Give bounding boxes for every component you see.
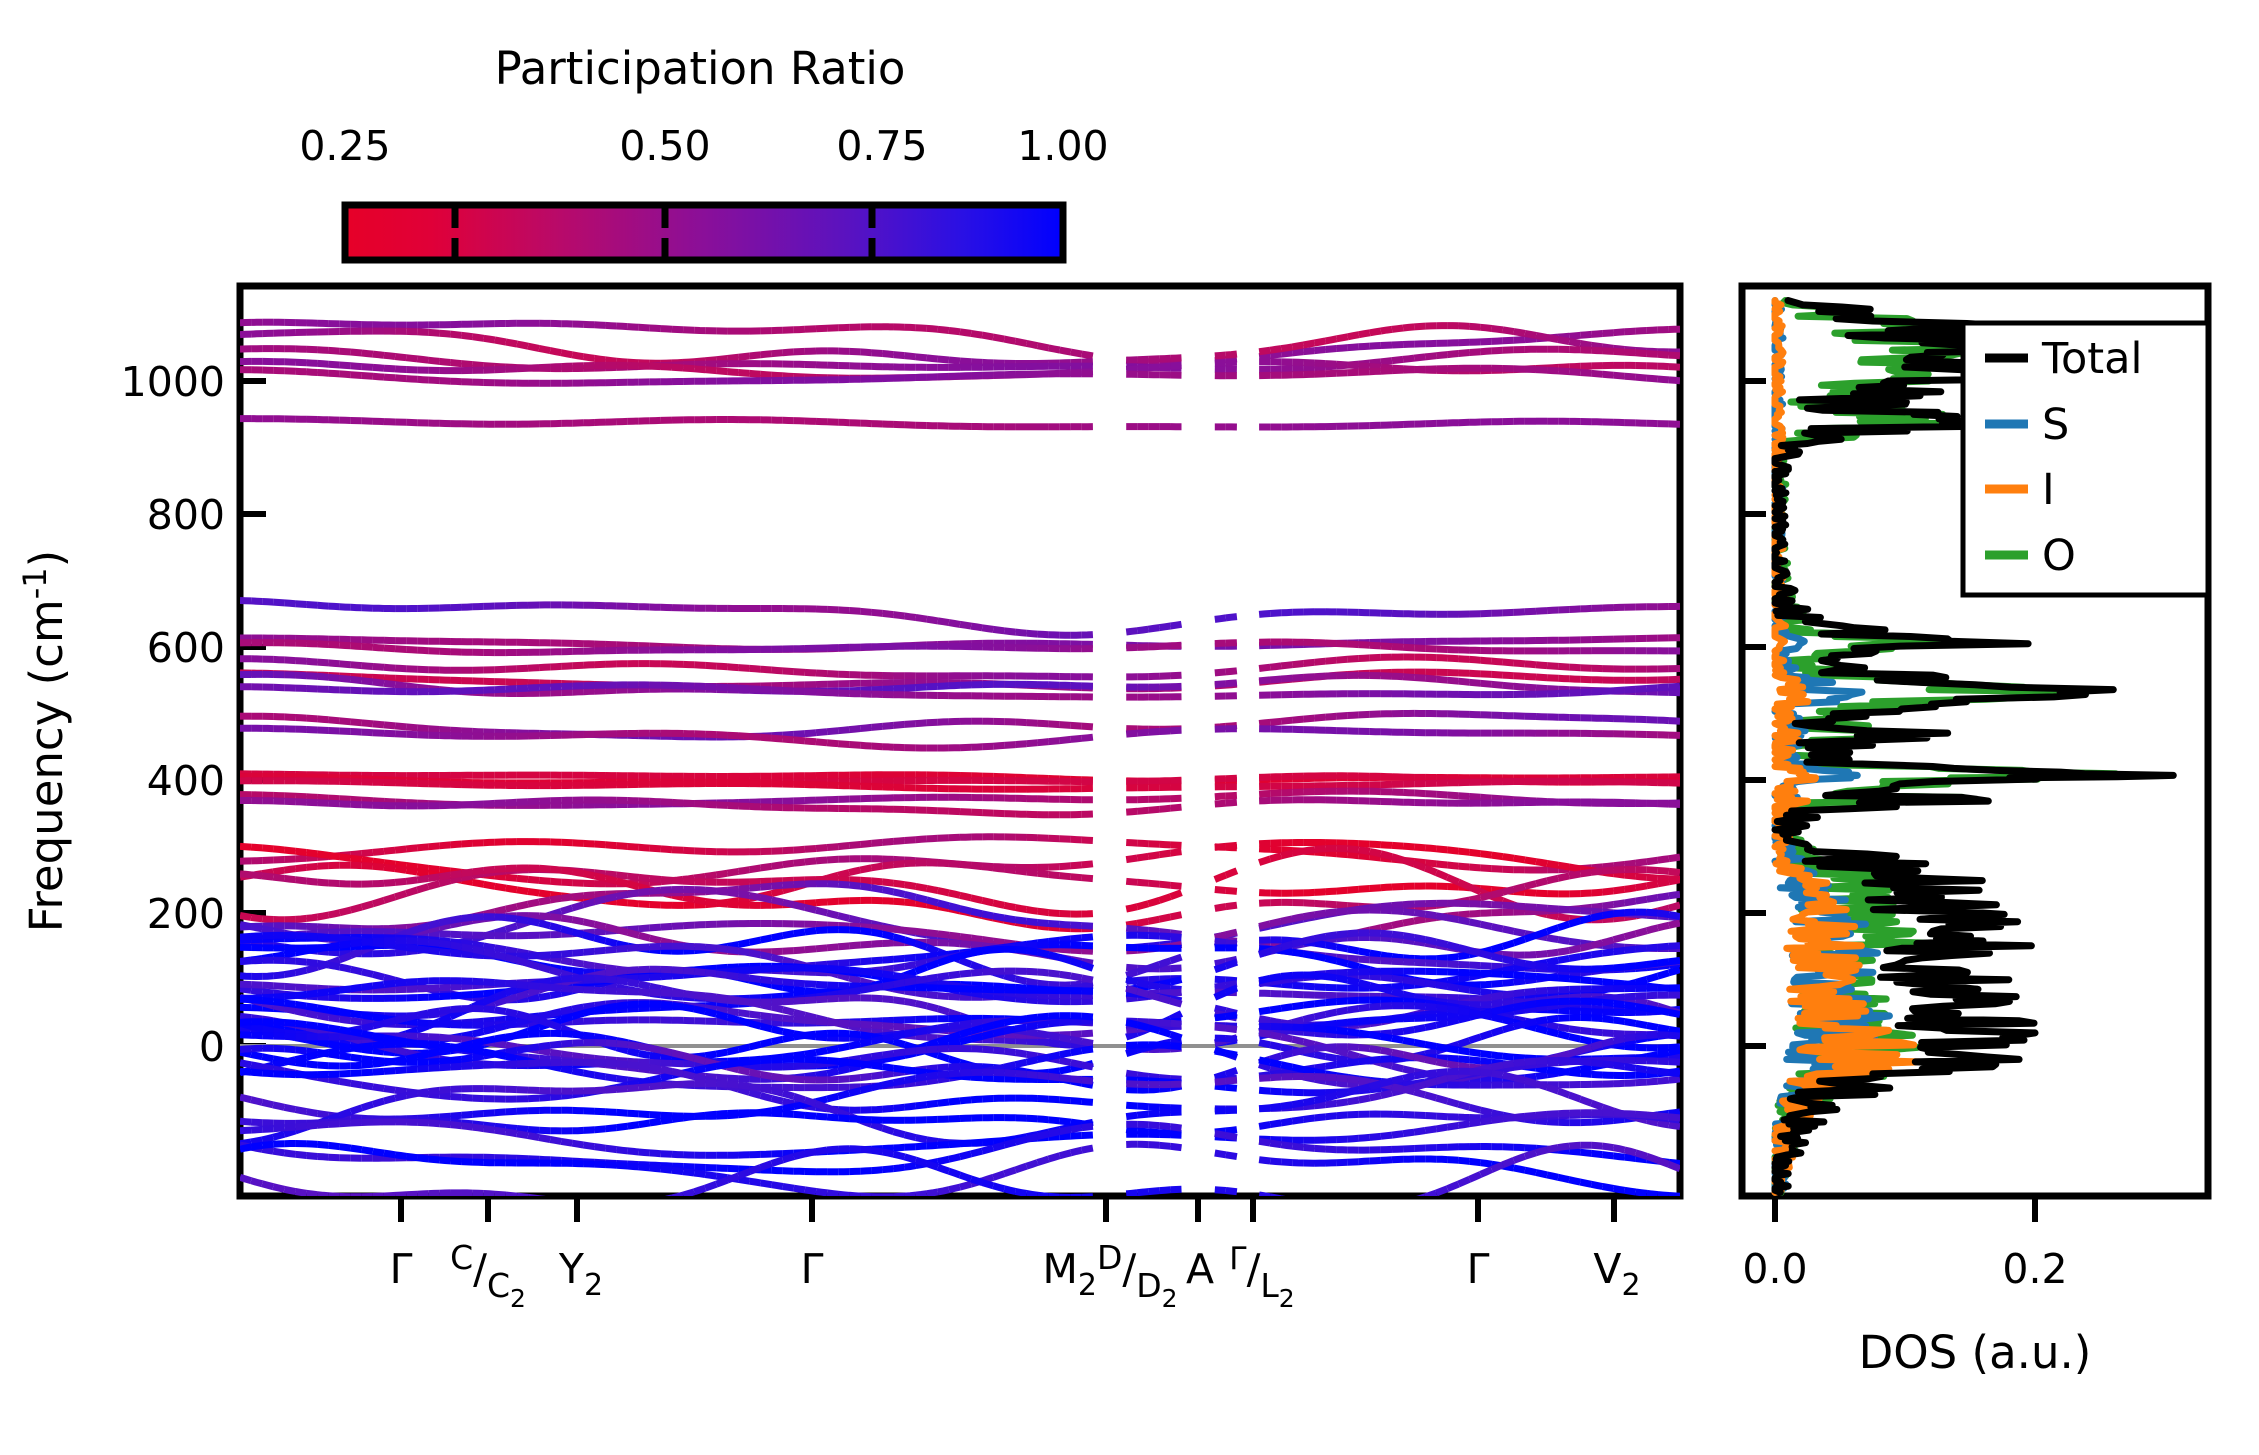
xtick-label-c-over-c2: C/C2 <box>450 1238 526 1313</box>
bands-y-axis-title: Frequency (cm-1) <box>16 550 73 932</box>
dos-panel: 0.0 0.2 DOS (a.u.) Total S I <box>1738 282 2212 1379</box>
legend-label-o: O <box>2042 531 2076 581</box>
legend-label-total: Total <box>2041 334 2142 384</box>
colorbar-title: Participation Ratio <box>495 42 906 95</box>
dos-x-tick-label-1: 0.2 <box>2002 1245 2067 1293</box>
bands-y-tick-label-400: 400 <box>147 757 225 805</box>
dos-y-ticks <box>1742 378 1766 1049</box>
dos-x-axis-title: DOS (a.u.) <box>1859 1326 2092 1379</box>
colorbar-tick-label-3: 1.00 <box>1017 122 1108 170</box>
bands-y-tick-label-1000: 1000 <box>121 358 225 406</box>
xtick-label-gamma-over-l2: Γ/L2 <box>1229 1241 1294 1313</box>
legend-label-i: I <box>2042 465 2055 515</box>
svg-text:Frequency (cm-1): Frequency (cm-1) <box>16 550 73 932</box>
colorbar-ticks <box>451 205 876 260</box>
ylabel-superscript: -1 <box>16 567 54 599</box>
legend-entry-s[interactable]: S <box>1985 400 2069 450</box>
bands-y-tick-label-0: 0 <box>199 1023 225 1071</box>
dos-legend[interactable]: Total S I O <box>1960 320 2211 598</box>
legend-label-s: S <box>2042 400 2069 450</box>
xtick-label-a: A <box>1186 1245 1214 1293</box>
ylabel-tail: ) <box>20 550 73 568</box>
xtick-label-gamma-2: Γ <box>801 1245 824 1293</box>
dos-x-tick-label-0: 0.0 <box>1742 1245 1807 1293</box>
legend-entry-i[interactable]: I <box>1985 465 2055 515</box>
bands-y-tick-label-800: 800 <box>147 491 225 539</box>
colorbar-tick-label-2: 0.75 <box>836 122 927 170</box>
xtick-label-gamma-1: Γ <box>390 1245 413 1293</box>
dos-x-ticks <box>1772 1196 2038 1222</box>
xtick-label-gamma-3: Γ <box>1467 1245 1490 1293</box>
bands-y-tick-label-200: 200 <box>147 890 225 938</box>
ylabel-main: Frequency (cm <box>20 599 73 932</box>
colorbar-gradient-bar <box>341 201 1067 264</box>
bands-x-ticks <box>398 1196 1617 1222</box>
colorbar-tick-label-1: 0.50 <box>619 122 710 170</box>
bands-y-tick-label-600: 600 <box>147 624 225 672</box>
colorbar-tick-label-0: 0.25 <box>299 122 390 170</box>
legend-entry-o[interactable]: O <box>1985 531 2076 581</box>
legend-frame <box>1960 320 2211 598</box>
dos-curves-group <box>1771 297 2177 1196</box>
band-curves-group <box>240 318 1680 1196</box>
legend-entry-total[interactable]: Total <box>1985 334 2142 384</box>
bands-panel: 1000 800 600 400 200 0 Frequency (cm-1) <box>16 282 1684 1222</box>
colorbar-group: Participation Ratio 0.25 0.50 0.75 1.00 <box>299 42 1109 264</box>
